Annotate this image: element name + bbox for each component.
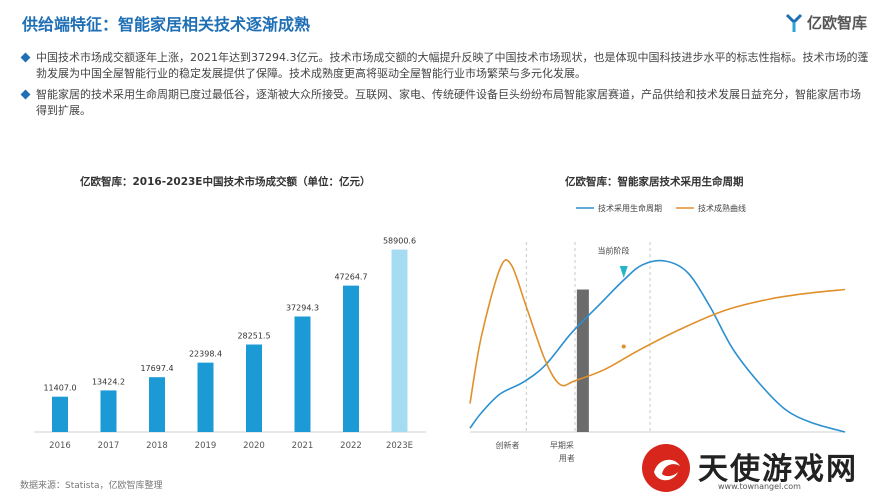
x-tick-label: 2020 bbox=[243, 441, 265, 451]
current-stage-marker-icon bbox=[619, 266, 628, 278]
bar-value-label: 22398.4 bbox=[189, 350, 222, 359]
brand-logo: 亿欧智库 bbox=[785, 12, 867, 33]
site-logo-url: www.townangel.com bbox=[718, 482, 801, 491]
bar-value-label: 13424.2 bbox=[92, 377, 125, 386]
legend-label: 技术成熟曲线 bbox=[698, 203, 746, 213]
site-logo-name: 天使游戏网 bbox=[698, 452, 858, 487]
bar-2018 bbox=[149, 377, 165, 432]
current-stage-band bbox=[576, 289, 589, 432]
x-tick-label: 2019 bbox=[195, 441, 217, 451]
bar-2019 bbox=[197, 362, 214, 432]
bar-2022 bbox=[343, 285, 359, 432]
lifecycle-curve bbox=[469, 259, 846, 433]
bar-2017 bbox=[100, 390, 117, 432]
lifecycle-chart-title: 亿欧智库：智能家居技术采用生命周期 bbox=[565, 176, 744, 188]
bar-value-label: 28251.5 bbox=[237, 332, 270, 341]
bar-chart: 11407.0 2016 13424.2 2017 17697.4 2018 22398.4… bbox=[34, 237, 426, 451]
x-tick-label: 2022 bbox=[340, 441, 362, 451]
source-note: 数据来源：Statista，亿欧智库整理 bbox=[20, 481, 163, 491]
bar-2016 bbox=[52, 396, 68, 432]
bar-value-label: 37294.3 bbox=[286, 304, 319, 313]
bar-chart-title: 亿欧智库：2016-2023E中国技术市场成交额（单位：亿元） bbox=[80, 176, 371, 188]
bar-2020 bbox=[246, 344, 262, 432]
maturity-curve bbox=[469, 259, 846, 404]
legend-label: 技术采用生命周期 bbox=[598, 203, 662, 213]
x-tick-label: 2021 bbox=[292, 441, 314, 451]
bar-2021 bbox=[294, 316, 311, 432]
bullet-list: 中国技术市场成交额逐年上涨，2021年达到37294.3亿元。技术市场成交额的大… bbox=[20, 50, 870, 124]
header: 供给端特征：智能家居相关技术逐渐成熟 亿欧智库 bbox=[0, 0, 889, 44]
bar-value-label: 58900.6 bbox=[383, 237, 416, 246]
page-title: 供给端特征：智能家居相关技术逐渐成熟 bbox=[22, 15, 311, 34]
site-logo: 天使游戏网 www.townangel.com bbox=[640, 440, 880, 496]
site-logo-emblem-icon bbox=[642, 444, 690, 492]
bullet-diamond-icon bbox=[20, 52, 31, 63]
brand-logo-text: 亿欧智库 bbox=[806, 14, 867, 32]
bullet-text: 智能家居的技术采用生命周期已度过最低谷，逐渐被大众所接受。互联网、家电、传统硬件… bbox=[36, 88, 861, 117]
x-tick-label: 2016 bbox=[49, 441, 71, 451]
x-stage-label: 早期采用者 bbox=[550, 440, 575, 463]
x-stage-label: 创新者 bbox=[496, 440, 520, 450]
maturity-point-marker bbox=[621, 344, 626, 349]
bar-2023E bbox=[391, 249, 408, 432]
x-tick-label: 2018 bbox=[146, 441, 168, 451]
bar-value-label: 47264.7 bbox=[334, 273, 367, 282]
x-tick-label: 2023E bbox=[386, 441, 413, 451]
current-stage-label: 当前阶段 bbox=[598, 245, 630, 255]
bullet-item: 中国技术市场成交额逐年上涨，2021年达到37294.3亿元。技术市场成交额的大… bbox=[20, 50, 870, 82]
legend: 技术采用生命周期 技术成熟曲线 bbox=[576, 203, 746, 213]
brand-logo-icon bbox=[785, 13, 803, 32]
bullet-item: 智能家居的技术采用生命周期已度过最低谷，逐渐被大众所接受。互联网、家电、传统硬件… bbox=[20, 87, 870, 119]
bullet-diamond-icon bbox=[20, 89, 31, 100]
bullet-text: 中国技术市场成交额逐年上涨，2021年达到37294.3亿元。技术市场成交额的大… bbox=[36, 51, 869, 80]
x-tick-label: 2017 bbox=[98, 441, 120, 451]
bar-value-label: 17697.4 bbox=[140, 364, 173, 373]
bar-value-label: 11407.0 bbox=[43, 384, 76, 393]
